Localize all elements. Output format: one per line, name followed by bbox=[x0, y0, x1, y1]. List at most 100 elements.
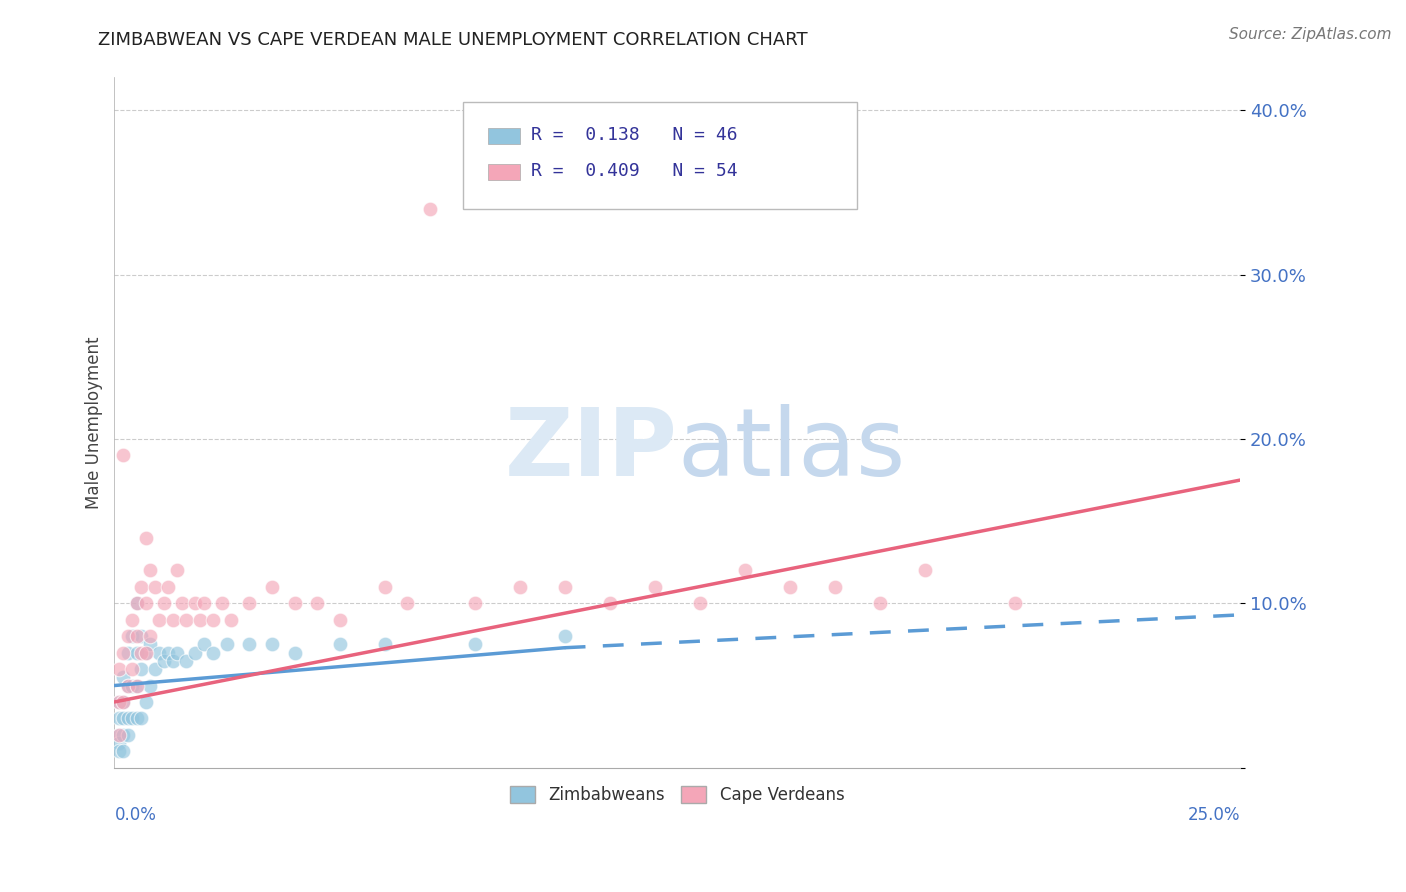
Point bbox=[153, 596, 176, 610]
Point bbox=[135, 531, 157, 545]
Point bbox=[188, 613, 211, 627]
Point bbox=[112, 711, 135, 725]
Point bbox=[193, 596, 215, 610]
Point bbox=[125, 679, 148, 693]
Bar bbox=[488, 128, 520, 145]
Point bbox=[202, 646, 225, 660]
Point bbox=[554, 629, 576, 643]
Point bbox=[112, 670, 135, 684]
Point bbox=[153, 654, 176, 668]
Point bbox=[143, 580, 166, 594]
Point bbox=[396, 596, 419, 610]
Point bbox=[170, 596, 193, 610]
Point bbox=[419, 202, 441, 216]
Point bbox=[283, 646, 305, 660]
Point bbox=[260, 580, 283, 594]
Point bbox=[734, 564, 756, 578]
Point bbox=[238, 596, 260, 610]
Point bbox=[166, 564, 188, 578]
Point bbox=[121, 629, 143, 643]
Text: 25.0%: 25.0% bbox=[1188, 805, 1240, 823]
Point bbox=[238, 637, 260, 651]
Point bbox=[162, 613, 184, 627]
Point bbox=[125, 596, 148, 610]
Point bbox=[112, 695, 135, 709]
Point bbox=[108, 695, 131, 709]
Point bbox=[509, 580, 531, 594]
Point bbox=[689, 596, 711, 610]
Point bbox=[176, 613, 198, 627]
Point bbox=[139, 564, 162, 578]
Point bbox=[117, 629, 139, 643]
Point bbox=[117, 711, 139, 725]
Text: R =  0.409   N = 54: R = 0.409 N = 54 bbox=[531, 161, 738, 179]
Point bbox=[117, 728, 139, 742]
Point bbox=[157, 580, 180, 594]
Text: ZIMBABWEAN VS CAPE VERDEAN MALE UNEMPLOYMENT CORRELATION CHART: ZIMBABWEAN VS CAPE VERDEAN MALE UNEMPLOY… bbox=[98, 31, 808, 49]
Point bbox=[779, 580, 801, 594]
Point bbox=[824, 580, 846, 594]
Point bbox=[139, 637, 162, 651]
Point bbox=[108, 662, 131, 676]
Point bbox=[1004, 596, 1026, 610]
Point bbox=[193, 637, 215, 651]
Point bbox=[131, 646, 153, 660]
Point bbox=[464, 596, 486, 610]
Point bbox=[148, 646, 170, 660]
Point bbox=[117, 679, 139, 693]
Point bbox=[125, 711, 148, 725]
Point bbox=[215, 637, 238, 651]
Point bbox=[166, 646, 188, 660]
Point bbox=[202, 613, 225, 627]
Point bbox=[108, 736, 131, 750]
Point bbox=[374, 637, 396, 651]
Point bbox=[464, 637, 486, 651]
Point bbox=[328, 613, 350, 627]
Point bbox=[914, 564, 936, 578]
Point bbox=[112, 449, 135, 463]
Point bbox=[121, 711, 143, 725]
Point bbox=[121, 662, 143, 676]
Point bbox=[125, 596, 148, 610]
Point bbox=[554, 580, 576, 594]
Point bbox=[125, 646, 148, 660]
Bar bbox=[488, 164, 520, 180]
Point bbox=[176, 654, 198, 668]
Y-axis label: Male Unemployment: Male Unemployment bbox=[86, 336, 103, 508]
Point bbox=[135, 596, 157, 610]
Point bbox=[135, 695, 157, 709]
Point bbox=[221, 613, 243, 627]
Point bbox=[135, 646, 157, 660]
Point bbox=[108, 695, 131, 709]
Point bbox=[143, 662, 166, 676]
Point bbox=[108, 711, 131, 725]
Text: ZIP: ZIP bbox=[505, 404, 678, 496]
Point bbox=[184, 646, 207, 660]
Point bbox=[260, 637, 283, 651]
Point bbox=[117, 646, 139, 660]
Point bbox=[374, 580, 396, 594]
Point bbox=[135, 646, 157, 660]
Point bbox=[125, 629, 148, 643]
Point bbox=[112, 646, 135, 660]
Text: Source: ZipAtlas.com: Source: ZipAtlas.com bbox=[1229, 27, 1392, 42]
Point bbox=[131, 711, 153, 725]
Point bbox=[599, 596, 621, 610]
FancyBboxPatch shape bbox=[464, 102, 858, 209]
Text: R =  0.138   N = 46: R = 0.138 N = 46 bbox=[531, 126, 738, 144]
Point bbox=[108, 728, 131, 742]
Point bbox=[328, 637, 350, 651]
Point bbox=[125, 679, 148, 693]
Point bbox=[162, 654, 184, 668]
Point bbox=[157, 646, 180, 660]
Text: 0.0%: 0.0% bbox=[114, 805, 156, 823]
Point bbox=[108, 728, 131, 742]
Point bbox=[131, 629, 153, 643]
Point bbox=[283, 596, 305, 610]
Point bbox=[121, 679, 143, 693]
Point bbox=[112, 728, 135, 742]
Legend: Zimbabweans, Cape Verdeans: Zimbabweans, Cape Verdeans bbox=[503, 780, 851, 811]
Point bbox=[108, 744, 131, 758]
Point bbox=[131, 662, 153, 676]
Point bbox=[131, 580, 153, 594]
